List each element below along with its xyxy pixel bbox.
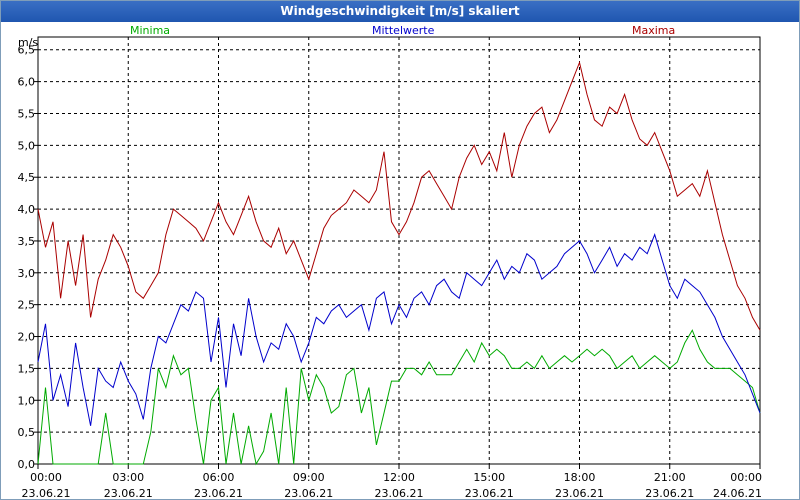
x-tick-time: 15:00 [473, 471, 505, 484]
legend-mittelwerte: Mittelwerte [372, 24, 435, 37]
window-title: Windgeschwindigkeit [m/s] skaliert [1, 1, 799, 22]
y-tick-label: 5,0 [18, 139, 36, 152]
x-tick-time: 12:00 [383, 471, 415, 484]
y-tick-label: 6,0 [18, 76, 36, 89]
y-tick-label: 2,0 [18, 331, 36, 344]
x-tick-time: 06:00 [203, 471, 235, 484]
x-tick-date: 24.06.21 [713, 487, 762, 500]
x-tick-date: 23.06.21 [104, 487, 153, 500]
x-tick-time: 09:00 [293, 471, 325, 484]
y-tick-label: 3,0 [18, 267, 36, 280]
y-tick-label: 6,5 [18, 44, 36, 57]
series-maxima [37, 60, 761, 331]
x-tick-date: 23.06.21 [375, 487, 424, 500]
x-tick-date: 23.06.21 [645, 487, 694, 500]
x-tick-time: 00:00 [30, 471, 62, 484]
x-tick-labels: 00:00 23.06.21 03:00 23.06.21 06:00 23.06.21 0… [22, 471, 762, 500]
y-tick-label: 5,5 [18, 107, 36, 120]
legend-maxima: Maxima [632, 24, 675, 37]
legend-minima: Minima [130, 24, 170, 37]
series-mittelwerte [37, 233, 761, 426]
y-tick-label: 0,0 [18, 458, 36, 471]
y-tick-label: 2,5 [18, 299, 36, 312]
y-tick-label: 4,5 [18, 171, 36, 184]
x-tick-time: 03:00 [112, 471, 144, 484]
y-tick-label: 4,0 [18, 203, 36, 216]
x-tick-date: 23.06.21 [22, 487, 71, 500]
y-tick-label: 3,5 [18, 235, 36, 248]
series-minima [37, 329, 761, 466]
y-tick-label: 1,5 [18, 362, 36, 375]
x-tick-date: 23.06.21 [555, 487, 604, 500]
x-tick-date: 23.06.21 [284, 487, 333, 500]
x-tick-time: 00:00 [730, 471, 762, 484]
x-tick-date: 23.06.21 [465, 487, 514, 500]
x-tick-time: 21:00 [654, 471, 686, 484]
x-tick-date: 23.06.21 [194, 487, 243, 500]
y-axis-unit: m/s [18, 36, 38, 49]
data-series [37, 60, 761, 466]
y-tick-label: 1,0 [18, 394, 36, 407]
wind-speed-chart: m/s Minima Mittelwerte Maxima 0,0 0,5 1,0 1… [18, 24, 763, 500]
x-tick-time: 18:00 [564, 471, 596, 484]
y-tick-label: 0,5 [18, 426, 36, 439]
y-tick-labels: 0,0 0,5 1,0 1,5 2,0 2,5 3,0 3,5 4,0 4,5 5,0 5,5 6,0 6… [18, 44, 36, 471]
